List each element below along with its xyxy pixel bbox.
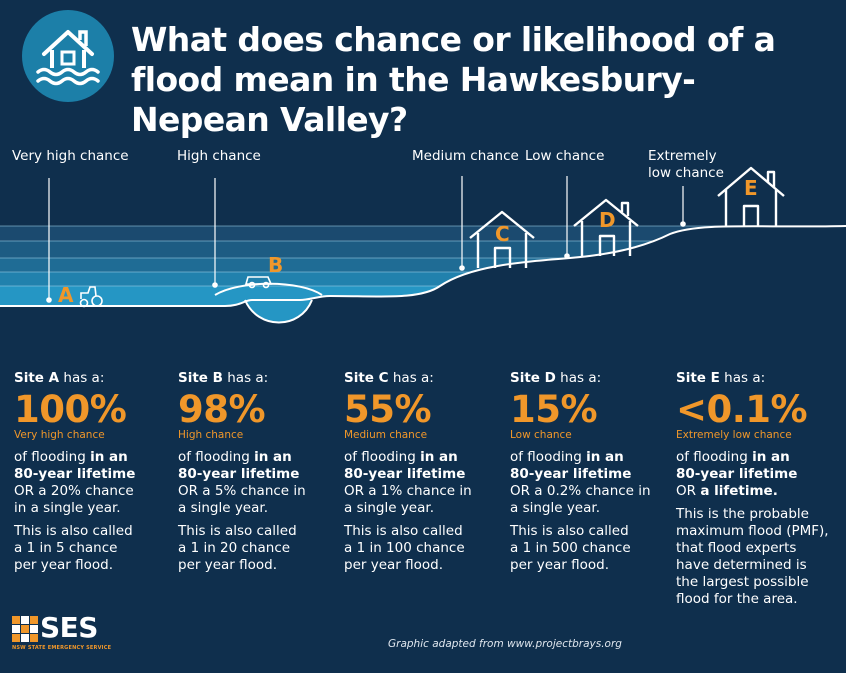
ground-line [0,225,846,307]
marker-a: A [58,283,74,307]
site-d-also-called: This is also called a 1 in 500 chance pe… [510,523,631,573]
ground [0,226,846,340]
site-a-also-called: This is also called a 1 in 5 chance per … [14,523,133,573]
site-e-category: Extremely low chance [676,429,792,441]
site-d-column: Site D has a: 15% Low chance of flooding… [510,369,670,574]
site-c-label: Medium chance [412,148,519,164]
site-c-percent: 55% [344,388,432,431]
site-e-has: has a: [719,370,766,386]
site-c-column: Site C has a: 55% Medium chance of flood… [344,369,504,574]
site-a-column: Site A has a: 100% Very high chance of f… [14,369,174,574]
site-a-percent: 100% [14,388,127,431]
site-e-pmf-note: This is the probable maximum flood (PMF)… [676,506,829,607]
site-b-label: High chance [177,148,261,164]
tractor-icon [79,286,103,308]
site-b-name: Site B [178,370,223,386]
site-e-label-line1: Extremely [648,148,717,164]
ses-checker-icon [12,616,38,642]
flooded-house-icon [22,10,114,102]
ses-logo: SES [40,611,98,644]
site-a-heading: Site A has a: [14,369,174,387]
river-bed-line [244,299,313,324]
marker-c: C [495,222,510,246]
house-c-icon [469,210,535,268]
site-b-description: of flooding in an 80-year lifetime OR a … [178,449,306,516]
site-b-heading: Site B has a: [178,369,338,387]
site-e-description: of flooding in an 80-year lifetime OR a … [676,449,798,499]
house-e-icon [717,166,785,226]
marker-e: E [744,176,758,200]
site-b-column: Site B has a: 98% High chance of floodin… [178,369,338,574]
site-a-description: of flooding in an 80-year lifetime OR a … [14,449,136,516]
ses-subtitle: NSW STATE EMERGENCY SERVICE [12,645,112,651]
site-c-heading: Site C has a: [344,369,504,387]
house-d-icon [573,198,639,256]
site-b-percent: 98% [178,388,266,431]
site-d-description: of flooding in an 80-year lifetime OR a … [510,449,651,516]
site-d-heading: Site D has a: [510,369,670,387]
site-d-label: Low chance [525,148,605,164]
site-b-has: has a: [222,370,269,386]
site-e-name: Site E [676,370,720,386]
river-channel [245,300,312,323]
site-c-category: Medium chance [344,429,428,441]
site-b-category: High chance [178,429,244,441]
site-b-also-called: This is also called a 1 in 20 chance per… [178,523,297,573]
site-d-has: has a: [555,370,602,386]
site-a-label: Very high chance [12,148,129,164]
page-title: What does chance or likelihood of a floo… [131,20,776,139]
site-e-label-line2: low chance [648,165,724,181]
flood-terrain-diagram [0,166,846,340]
site-e-column: Site E has a: <0.1% Extremely low chance… [676,369,836,608]
site-d-name: Site D [510,370,556,386]
site-e-percent: <0.1% [676,388,808,431]
site-a-category: Very high chance [14,429,105,441]
site-a-has: has a: [59,370,105,386]
site-c-description: of flooding in an 80-year lifetime OR a … [344,449,472,516]
marker-b: B [268,253,284,277]
marker-d: D [599,208,616,232]
car-icon [244,276,273,289]
site-a-name: Site A [14,370,60,386]
site-c-has: has a: [388,370,434,386]
site-c-also-called: This is also called a 1 in 100 chance pe… [344,523,465,573]
site-c-name: Site C [344,370,389,386]
credit-text: Graphic adapted from www.projectbrays.or… [388,638,622,650]
site-e-heading: Site E has a: [676,369,836,387]
site-d-category: Low chance [510,429,572,441]
site-d-percent: 15% [510,388,598,431]
